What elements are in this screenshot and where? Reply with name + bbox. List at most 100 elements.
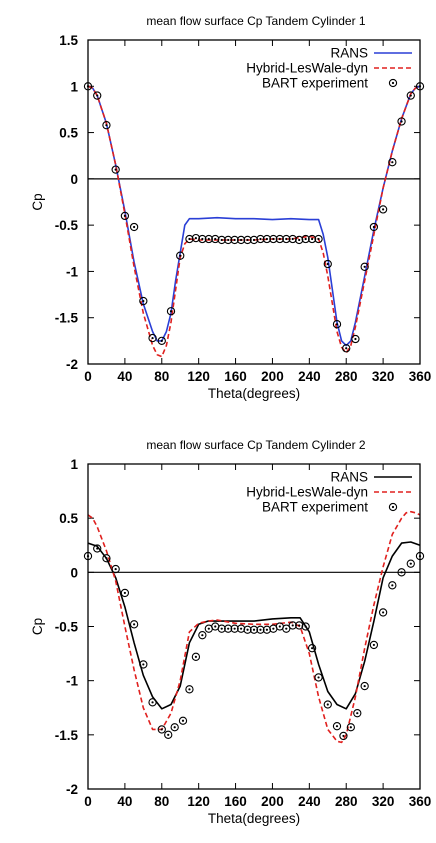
x-tick-label: 40: [117, 794, 132, 809]
data-point-ring: [157, 725, 166, 734]
data-point-ring: [314, 673, 323, 682]
x-tick-label: 160: [224, 369, 247, 384]
data-point-dot: [160, 728, 163, 731]
data-point-dot: [259, 237, 262, 241]
data-point-dot: [259, 628, 262, 631]
data-point-dot: [114, 567, 117, 571]
data-point: [323, 700, 332, 709]
data-point: [353, 709, 362, 718]
data-point-dot: [285, 627, 288, 630]
x-tick-label: 360: [409, 794, 432, 809]
data-point-dot: [142, 663, 145, 666]
data-point: [217, 235, 226, 245]
data-point: [307, 234, 317, 244]
data-point-ring: [185, 234, 194, 244]
data-point: [157, 336, 166, 346]
y-tick-label: -1: [66, 264, 78, 279]
data-point-ring: [102, 121, 111, 130]
x-tick-label: 280: [335, 369, 358, 384]
x-tick-label: 0: [84, 369, 92, 384]
data-point-ring: [217, 235, 226, 245]
data-point: [170, 723, 179, 732]
data-point-ring: [307, 234, 317, 244]
x-axis-label: Theta(degrees): [208, 811, 300, 826]
data-point: [93, 544, 102, 553]
data-point-ring: [198, 631, 207, 640]
data-point-dot: [317, 237, 320, 241]
data-point-dot: [160, 339, 163, 342]
data-point-dot: [114, 168, 117, 171]
data-point-ring: [342, 344, 351, 353]
data-point: [198, 631, 207, 640]
data-point-ring: [166, 307, 176, 316]
data-point-ring: [397, 568, 406, 577]
chart-title: mean flow surface Cp Tandem Cylinder 1: [146, 14, 366, 28]
data-point: [249, 625, 259, 634]
data-point-dot: [317, 676, 320, 679]
data-point-ring: [256, 625, 265, 634]
x-tick-label: 80: [154, 369, 169, 384]
data-point-ring: [230, 624, 239, 633]
data-point: [102, 121, 111, 130]
data-point: [378, 205, 388, 214]
chart-title: mean flow surface Cp Tandem Cylinder 2: [146, 438, 366, 452]
data-point: [157, 725, 166, 734]
data-point-dot: [133, 225, 136, 229]
data-point: [236, 624, 246, 633]
data-point: [243, 235, 252, 245]
data-point-ring: [249, 625, 259, 634]
y-tick-label: -1.5: [55, 311, 79, 326]
data-point-dot: [123, 214, 126, 217]
data-point-dot: [285, 237, 288, 241]
data-point: [262, 234, 272, 244]
data-point-dot: [239, 627, 243, 630]
data-point-ring: [230, 235, 239, 245]
data-point: [332, 722, 342, 731]
legend-marker: [388, 78, 398, 88]
data-point-dot: [278, 625, 281, 628]
data-point-dot: [291, 237, 294, 241]
y-axis-label: Cp: [30, 193, 45, 210]
data-point-dot: [246, 628, 249, 631]
data-point: [314, 234, 323, 244]
data-point-ring: [129, 222, 139, 232]
data-point-dot: [311, 647, 314, 650]
data-point-dot: [345, 347, 348, 350]
legend-label: Hybrid-LesWale-dyn: [246, 61, 368, 76]
data-point-ring: [243, 625, 252, 634]
x-tick-label: 360: [409, 369, 432, 384]
legend-label: Hybrid-LesWale-dyn: [246, 485, 368, 500]
x-tick-label: 320: [372, 369, 395, 384]
data-point-dot: [227, 238, 230, 242]
data-point-dot: [265, 237, 269, 241]
x-tick-label: 200: [261, 794, 284, 809]
data-point-ring: [397, 117, 406, 126]
data-point: [93, 91, 102, 100]
x-tick-label: 120: [187, 794, 210, 809]
data-point-ring: [148, 698, 157, 707]
data-point-dot: [304, 237, 307, 241]
data-point-ring: [346, 723, 355, 732]
data-point-dot: [123, 591, 126, 595]
data-point-dot: [265, 628, 269, 631]
data-point-dot: [214, 237, 217, 241]
data-point-ring: [307, 644, 317, 653]
data-point-ring: [170, 723, 179, 732]
data-point: [369, 222, 379, 232]
y-tick-label: -0.5: [55, 620, 79, 635]
data-point: [204, 234, 213, 244]
data-point-dot: [278, 237, 281, 241]
data-point-ring: [275, 234, 284, 244]
data-point: [120, 588, 130, 598]
data-point: [339, 731, 348, 741]
data-point: [176, 251, 185, 260]
data-point-ring: [369, 222, 379, 232]
y-axis-label: Cp: [30, 618, 45, 635]
data-point-dot: [326, 262, 329, 266]
data-point-dot: [400, 571, 403, 574]
plot-frame: [87, 463, 421, 790]
data-point: [360, 681, 369, 691]
data-point-ring: [360, 681, 369, 691]
data-point: [314, 673, 323, 682]
